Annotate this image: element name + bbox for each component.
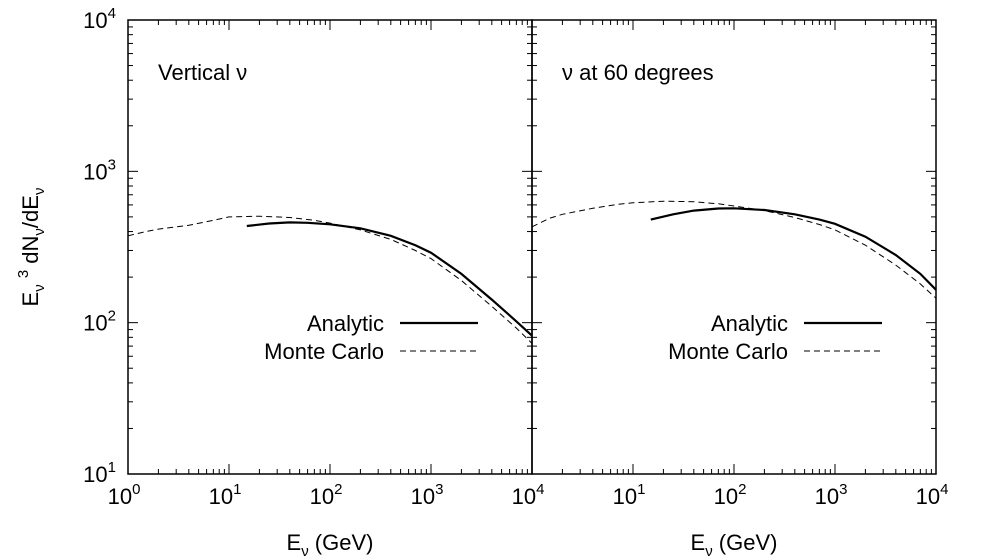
- monte-carlo-line: [531, 200, 937, 299]
- x-axis-label: Eν (GeV): [691, 530, 778, 558]
- panel-60-degrees: 101 102 103 104 Eν (GeV) ν at 60 degrees Analy…: [531, 19, 949, 558]
- legend: Analytic Monte Carlo: [264, 311, 478, 364]
- y-tick-label: 102: [83, 308, 116, 336]
- x-tick-label: 101: [613, 481, 646, 509]
- x-tick-label: 100: [108, 481, 141, 509]
- y-axis-label-text: Eν 3 dNν/dEν: [15, 188, 48, 307]
- x-axis-label: Eν (GeV): [287, 530, 374, 558]
- legend-label: Analytic: [307, 311, 384, 336]
- legend-label: Monte Carlo: [668, 339, 788, 364]
- x-tick-label: 102: [310, 481, 343, 509]
- x-tick-label: 102: [714, 481, 747, 509]
- y-tick-label: 103: [83, 156, 116, 184]
- panel-annotation: ν at 60 degrees: [562, 60, 714, 85]
- analytic-line: [650, 207, 937, 291]
- analytic-line: [246, 221, 533, 337]
- y-tick-label: 104: [83, 5, 116, 33]
- monte-carlo-line: [127, 215, 533, 344]
- legend: Analytic Monte Carlo: [668, 311, 882, 364]
- plot-frame: [531, 19, 937, 475]
- legend-label: Monte Carlo: [264, 339, 384, 364]
- plot-frame: [127, 19, 533, 475]
- panel-annotation: Vertical ν: [158, 60, 247, 85]
- x-tick-label: 101: [209, 481, 242, 509]
- x-tick-label: 103: [815, 481, 848, 509]
- y-axis-label: Eν 3 dNν/dEν: [15, 188, 48, 307]
- x-tick-label: 104: [512, 481, 545, 509]
- x-tick-label: 104: [916, 481, 949, 509]
- x-tick-label: 103: [411, 481, 444, 509]
- y-tick-label: 101: [83, 459, 116, 487]
- legend-label: Analytic: [711, 311, 788, 336]
